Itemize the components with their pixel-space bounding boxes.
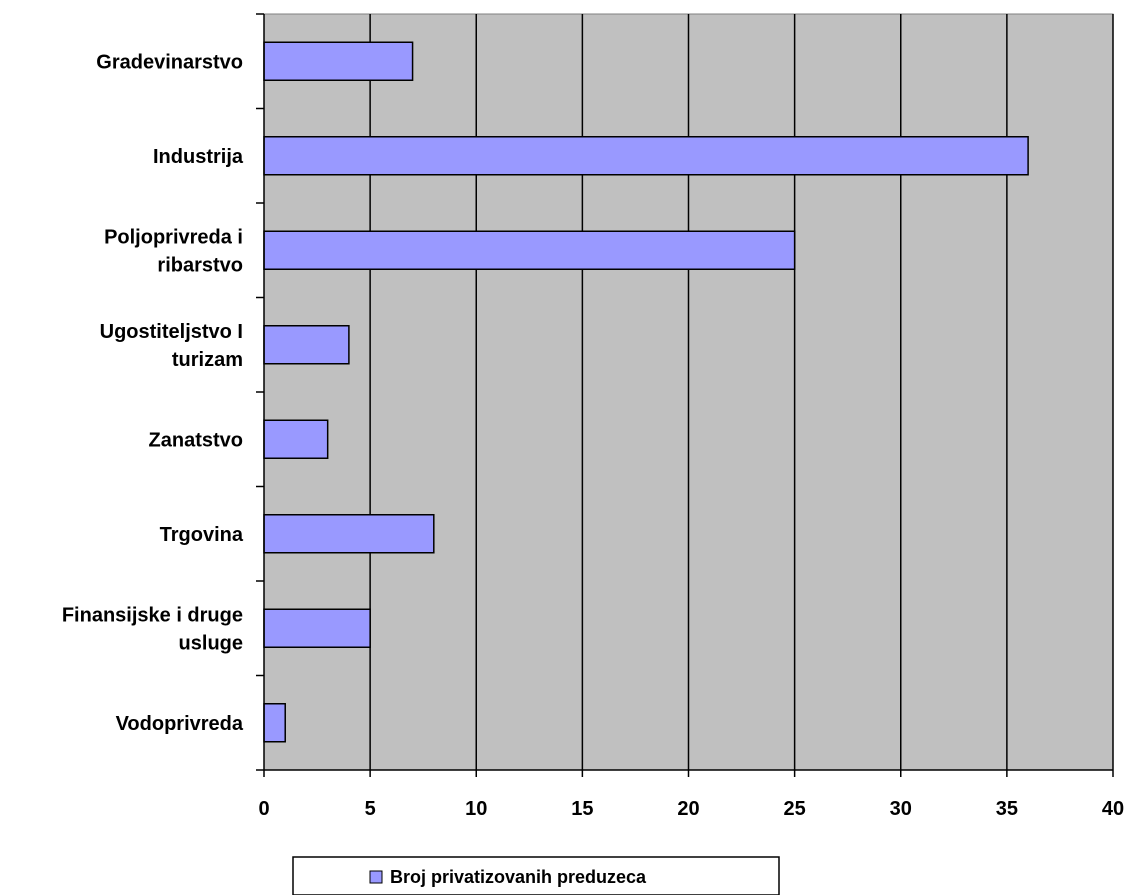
category-label: Vodoprivreda — [116, 713, 244, 735]
axes — [256, 13, 1114, 777]
x-tick-label: 10 — [465, 798, 487, 820]
x-tick-label: 25 — [784, 798, 806, 820]
x-tick-label: 35 — [996, 798, 1018, 820]
category-labels: Gradevinarstvo Industrija Poljoprivreda i r… — [62, 51, 244, 735]
bars — [263, 41, 1029, 743]
bar — [263, 608, 371, 648]
category-label: Trgovina — [160, 524, 244, 546]
legend: Broj privatizovanih preduzeca — [292, 856, 780, 895]
category-label: Industrija — [153, 146, 244, 168]
category-label: ribarstvo — [157, 254, 243, 276]
category-label: Poljoprivreda i — [104, 226, 243, 248]
bar — [263, 703, 286, 743]
x-tick-label: 40 — [1102, 798, 1124, 820]
category-label: usluge — [179, 632, 243, 654]
bar — [263, 514, 435, 554]
bar — [263, 325, 350, 365]
bar — [263, 136, 1029, 176]
category-label: Finansijske i druge — [62, 604, 243, 626]
category-label: Gradevinarstvo — [96, 51, 243, 73]
x-tick-label: 5 — [365, 798, 376, 820]
category-label: turizam — [172, 349, 243, 371]
bar — [263, 41, 414, 81]
x-tick-labels: 0 5 10 15 20 25 30 35 40 — [258, 798, 1124, 820]
category-label: Ugostiteljstvo I — [100, 321, 243, 343]
bar — [263, 419, 329, 459]
x-tick-label: 15 — [571, 798, 593, 820]
legend-swatch — [369, 870, 383, 884]
x-tick-label: 20 — [677, 798, 699, 820]
x-tick-label: 30 — [890, 798, 912, 820]
legend-label: Broj privatizovanih preduzeca — [390, 867, 647, 887]
bar — [263, 230, 796, 270]
category-label: Zanatstvo — [149, 429, 243, 451]
x-tick-label: 0 — [258, 798, 269, 820]
